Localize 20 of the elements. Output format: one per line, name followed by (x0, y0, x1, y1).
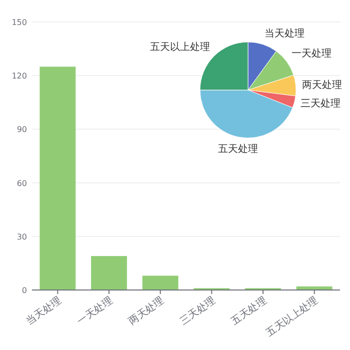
x-tick-label: 三天处理 (178, 294, 218, 328)
x-tick-label: 两天处理 (126, 294, 166, 328)
y-tick-label: 150 (12, 18, 27, 27)
y-tick-label: 90 (16, 125, 27, 134)
slice-label: 两天处理 (302, 78, 342, 91)
bar (142, 276, 178, 290)
x-tick-label: 五天处理 (229, 294, 269, 328)
slice-label: 五天以上处理 (150, 40, 210, 53)
bar (91, 256, 127, 290)
x-tick-label: 一天处理 (75, 294, 115, 328)
y-tick-label: 30 (16, 232, 27, 242)
slice-label: 一天处理 (292, 47, 332, 60)
slice-label: 五天处理 (218, 143, 258, 156)
y-tick-label: 60 (16, 178, 27, 188)
y-tick-label: 120 (12, 72, 27, 81)
bar (40, 66, 76, 290)
x-tick-label: 当天处理 (24, 294, 64, 328)
slice-label: 当天处理 (264, 28, 305, 40)
slice-label: 三天处理 (300, 97, 340, 110)
y-tick-label: 0 (22, 286, 27, 295)
